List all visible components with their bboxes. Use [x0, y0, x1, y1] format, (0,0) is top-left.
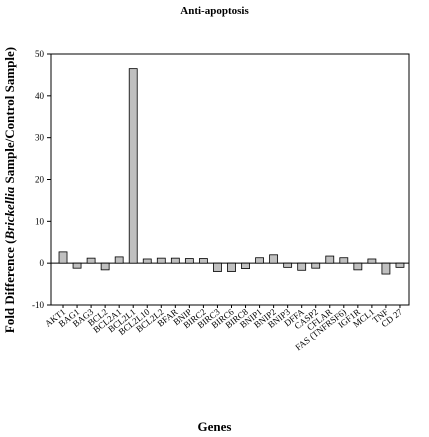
bar [142, 258, 152, 264]
bar [255, 257, 264, 264]
y-tick-label: 10 [35, 216, 45, 226]
bar [325, 255, 335, 264]
bar [199, 258, 208, 264]
y-tick-label: 30 [35, 133, 45, 143]
bar [72, 262, 82, 269]
bar [283, 262, 293, 268]
bar [213, 262, 222, 272]
bar [170, 257, 180, 264]
bar [227, 262, 236, 272]
bar [156, 257, 166, 264]
y-tick-label: 50 [35, 49, 45, 59]
bar [128, 68, 138, 264]
x-axis-label: Genes [197, 419, 232, 434]
bar [395, 262, 405, 268]
bar [58, 251, 68, 264]
bar [241, 262, 250, 270]
bar [269, 254, 279, 264]
bar [311, 262, 321, 269]
y-tick-label: 0 [40, 258, 45, 268]
bar [114, 256, 124, 264]
bar [297, 262, 307, 271]
bar [339, 257, 349, 264]
y-tick-label: 20 [35, 175, 45, 185]
bar [353, 262, 363, 271]
y-tick-label: 40 [35, 91, 45, 101]
bar [86, 257, 96, 264]
chart-title: Anti-apoptosis [180, 5, 249, 17]
bar [367, 258, 377, 264]
bar [381, 262, 391, 275]
bar [100, 262, 110, 271]
y-tick-label: -10 [32, 300, 44, 310]
bar [184, 258, 194, 264]
